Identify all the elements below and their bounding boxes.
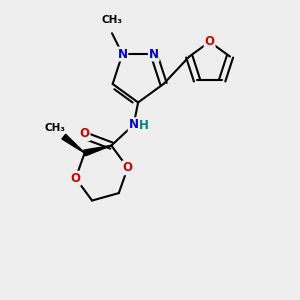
Text: CH₃: CH₃ — [45, 123, 66, 133]
Polygon shape — [62, 134, 85, 153]
Text: O: O — [205, 35, 214, 48]
Text: N: N — [129, 118, 139, 131]
Text: N: N — [149, 48, 159, 61]
Text: O: O — [123, 161, 133, 174]
Text: CH₃: CH₃ — [101, 15, 122, 25]
Text: O: O — [80, 127, 90, 140]
Text: O: O — [71, 172, 81, 185]
Text: N: N — [117, 48, 128, 61]
Polygon shape — [84, 146, 111, 156]
Text: H: H — [139, 119, 149, 132]
